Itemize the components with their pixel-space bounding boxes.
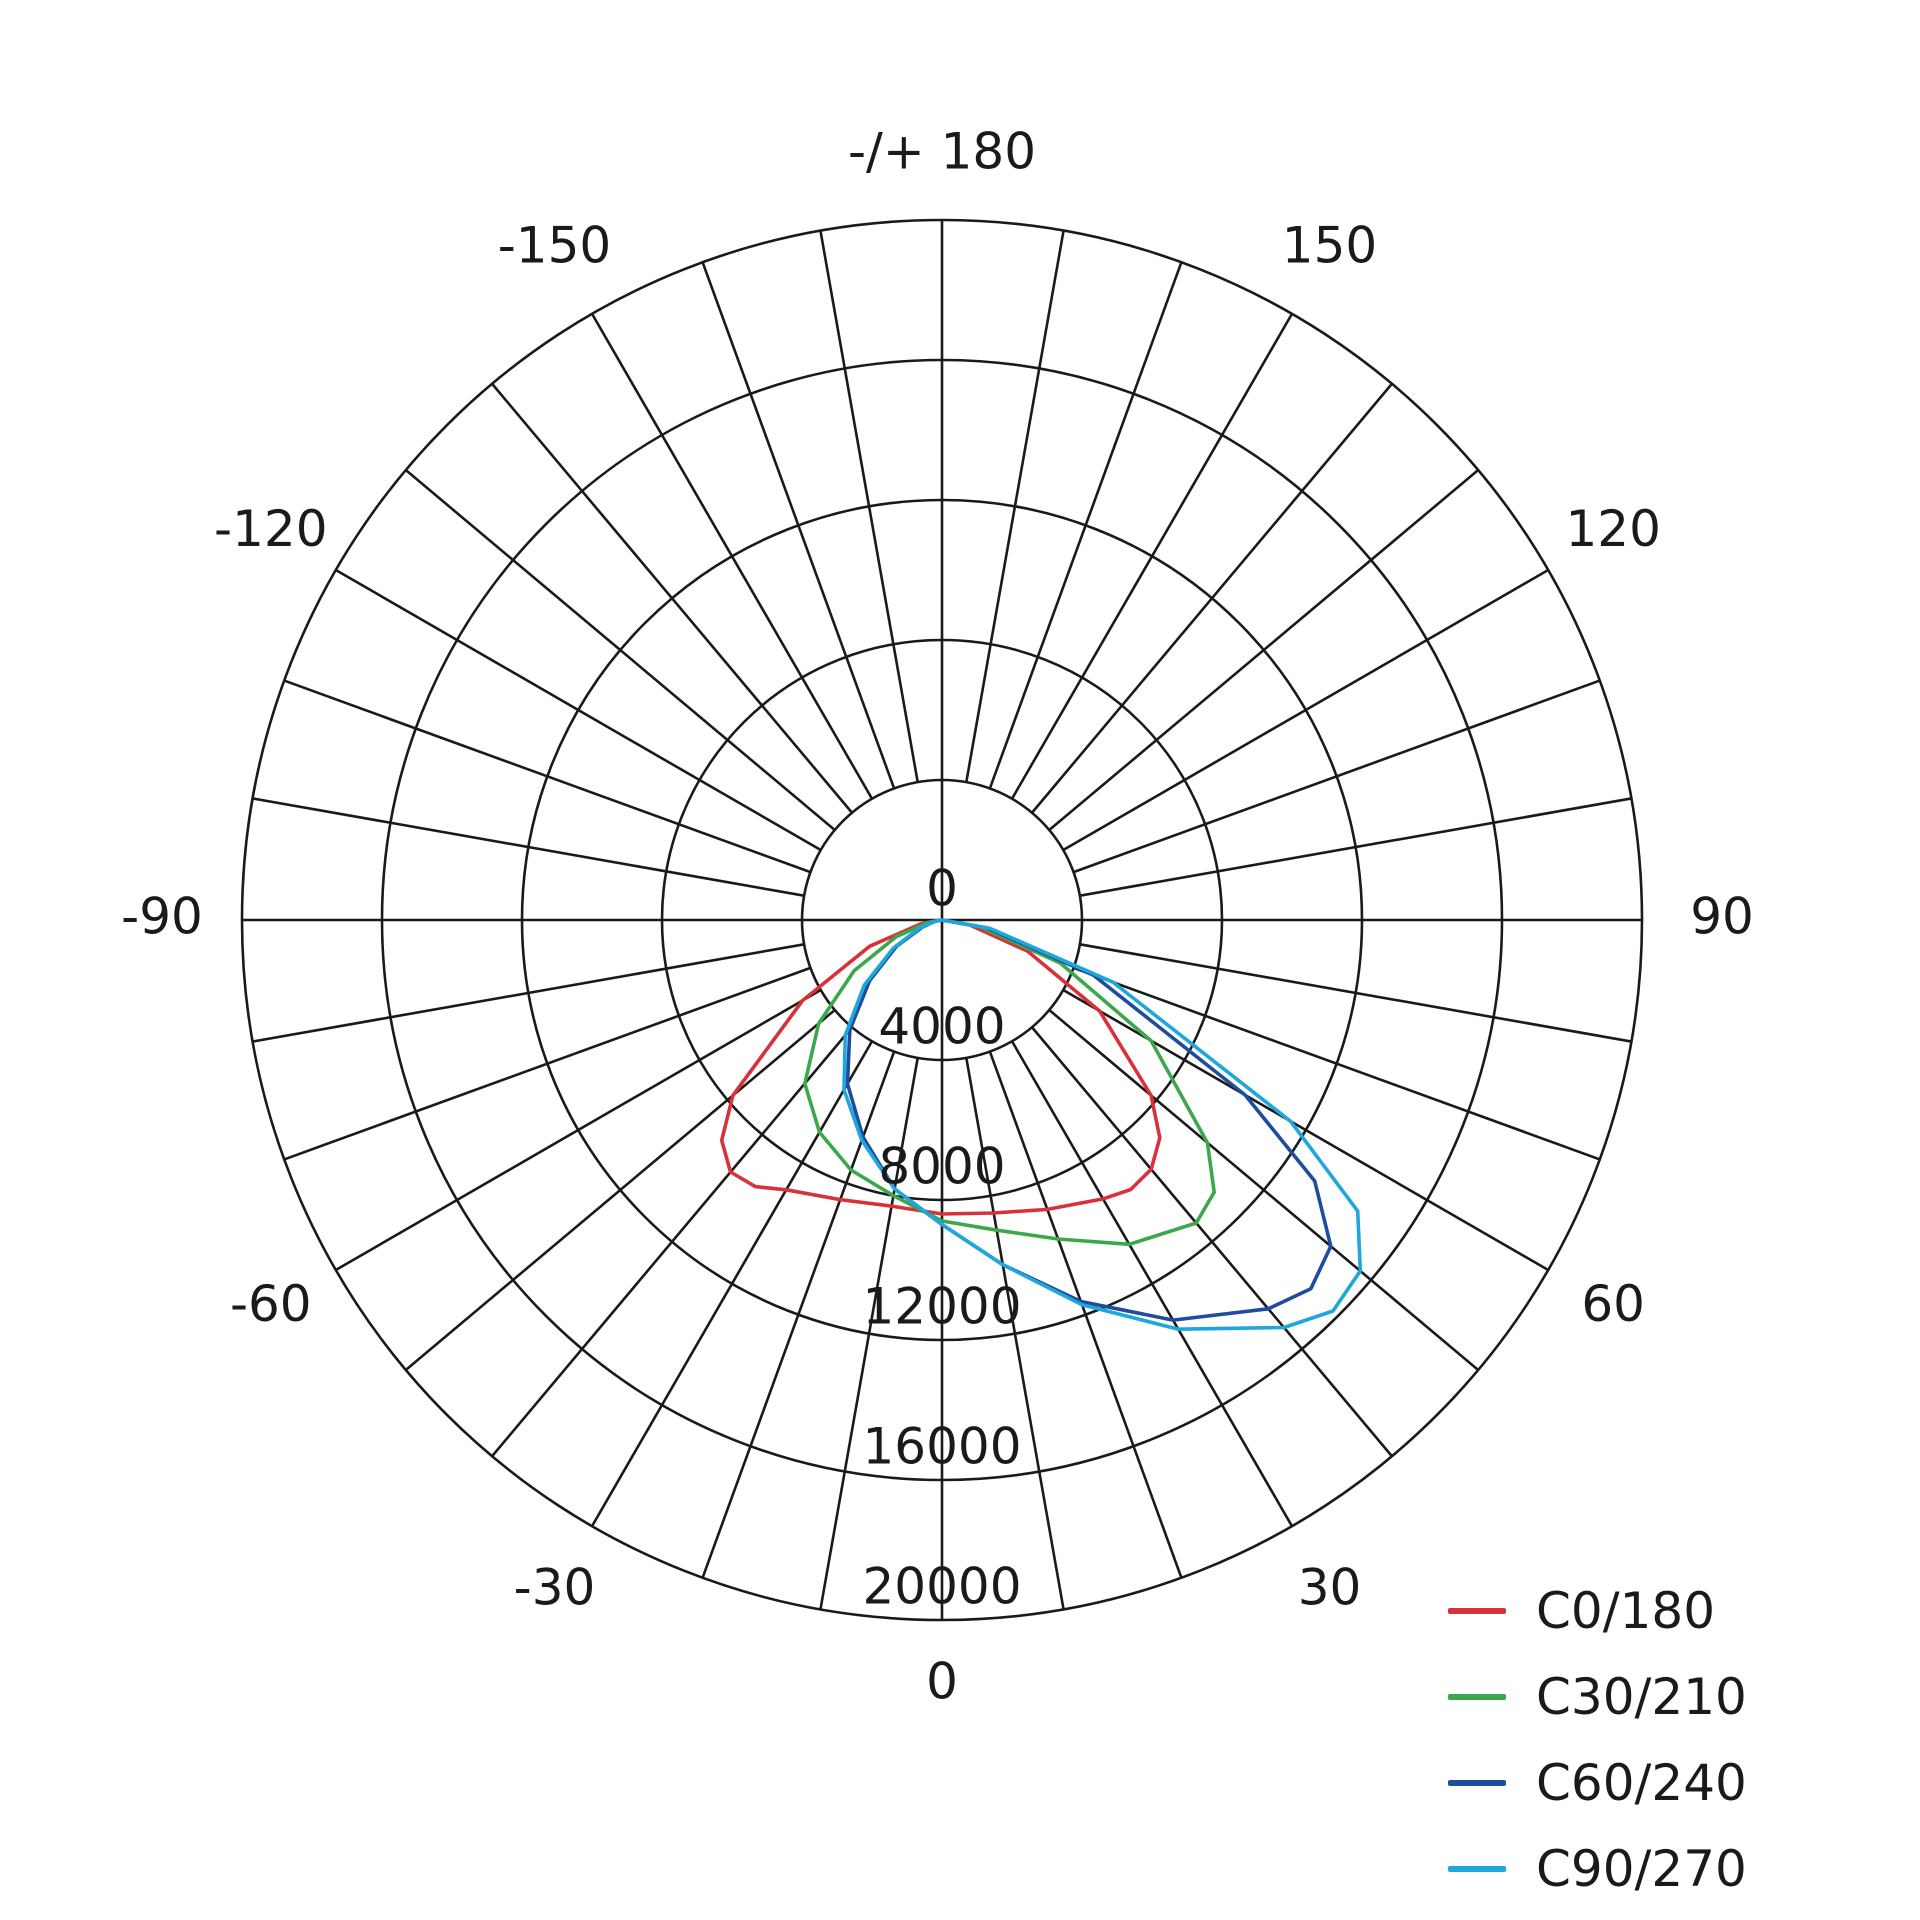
legend: C0/180 C30/210 C60/240 C90/270 (1448, 1568, 1888, 1912)
angle-label: -60 (230, 1275, 312, 1333)
radial-labels: 0 4000 8000 12000 16000 20000 (862, 860, 1021, 1616)
angle-label: -/+ 180 (848, 123, 1036, 181)
radial-tick-label: 20000 (862, 1558, 1021, 1616)
legend-swatch (1448, 1608, 1506, 1614)
polar-grid (240, 218, 1644, 1622)
grid-spoke-330 (590, 1040, 874, 1527)
grid-spoke-260 (252, 797, 805, 897)
legend-item: C60/240 (1448, 1740, 1888, 1826)
legend-item: C0/180 (1448, 1568, 1888, 1654)
grid-spoke-250 (283, 679, 811, 874)
grid-spoke-320 (491, 1026, 854, 1458)
angle-label: 0 (926, 1653, 958, 1711)
grid-spoke-160 (988, 261, 1183, 789)
grid-spoke-280 (252, 943, 805, 1043)
radial-tick-label: 0 (926, 860, 958, 918)
series-line-c90-270 (842, 918, 1363, 1331)
grid-spoke-190 (819, 230, 919, 783)
angle-label: -90 (121, 888, 203, 946)
legend-item: C90/270 (1448, 1826, 1888, 1912)
series-layer (719, 918, 1363, 1331)
grid-spoke-230 (404, 469, 836, 832)
series-line-c0-180 (719, 918, 1162, 1216)
grid-spoke-240 (335, 568, 822, 852)
grid-spoke-170 (965, 230, 1065, 783)
grid-spoke-200 (701, 261, 896, 789)
grid-spoke-140 (1030, 382, 1393, 814)
grid-spoke-210 (590, 313, 874, 800)
legend-swatch (1448, 1780, 1506, 1786)
angle-labels: 0 30 60 90 120 150 -/+ 180 -150 -120 -90 -60 -30 (121, 123, 1754, 1711)
grid-spoke-120 (1062, 568, 1549, 852)
legend-swatch (1448, 1866, 1506, 1872)
angle-label: 120 (1565, 500, 1660, 558)
angle-label: 90 (1690, 888, 1754, 946)
legend-label: C90/270 (1536, 1840, 1747, 1898)
grid-spoke-10 (965, 1057, 1065, 1610)
grid-spoke-80 (1079, 943, 1632, 1043)
angle-label: 30 (1298, 1559, 1362, 1617)
grid-spoke-60 (1062, 988, 1549, 1272)
grid-spoke-40 (1030, 1026, 1393, 1458)
legend-label: C0/180 (1536, 1582, 1716, 1640)
series-line-c60-240 (845, 918, 1333, 1322)
grid-spoke-130 (1048, 469, 1480, 832)
grid-spoke-220 (491, 382, 854, 814)
angle-label: -30 (514, 1559, 596, 1617)
grid-spoke-150 (1010, 313, 1294, 800)
legend-item: C30/210 (1448, 1654, 1888, 1740)
grid-spoke-300 (335, 988, 822, 1272)
angle-label: 150 (1282, 216, 1377, 274)
grid-spoke-30 (1010, 1040, 1294, 1527)
angle-label: -120 (214, 500, 327, 558)
series-line-c30-210 (803, 918, 1216, 1247)
legend-label: C30/210 (1536, 1668, 1747, 1726)
angle-label: -150 (498, 216, 611, 274)
angle-label: 60 (1581, 1275, 1645, 1333)
grid-spoke-350 (819, 1057, 919, 1610)
legend-label: C60/240 (1536, 1754, 1747, 1812)
grid-spoke-110 (1073, 679, 1601, 874)
grid-spoke-50 (1048, 1008, 1480, 1371)
radial-tick-label: 16000 (862, 1418, 1021, 1476)
grid-spoke-70 (1073, 966, 1601, 1161)
grid-spoke-100 (1079, 797, 1632, 897)
radial-tick-label: 8000 (878, 1138, 1005, 1196)
legend-swatch (1448, 1694, 1506, 1700)
grid-spoke-310 (404, 1008, 836, 1371)
grid-spoke-20 (988, 1051, 1183, 1579)
radial-tick-label: 12000 (862, 1278, 1021, 1336)
radial-tick-label: 4000 (878, 998, 1005, 1056)
grid-spoke-290 (283, 966, 811, 1161)
